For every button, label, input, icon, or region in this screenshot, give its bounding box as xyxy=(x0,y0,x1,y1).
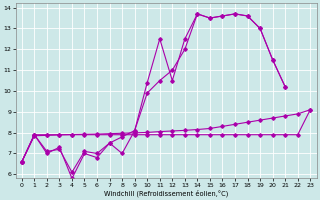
X-axis label: Windchill (Refroidissement éolien,°C): Windchill (Refroidissement éolien,°C) xyxy=(104,189,228,197)
